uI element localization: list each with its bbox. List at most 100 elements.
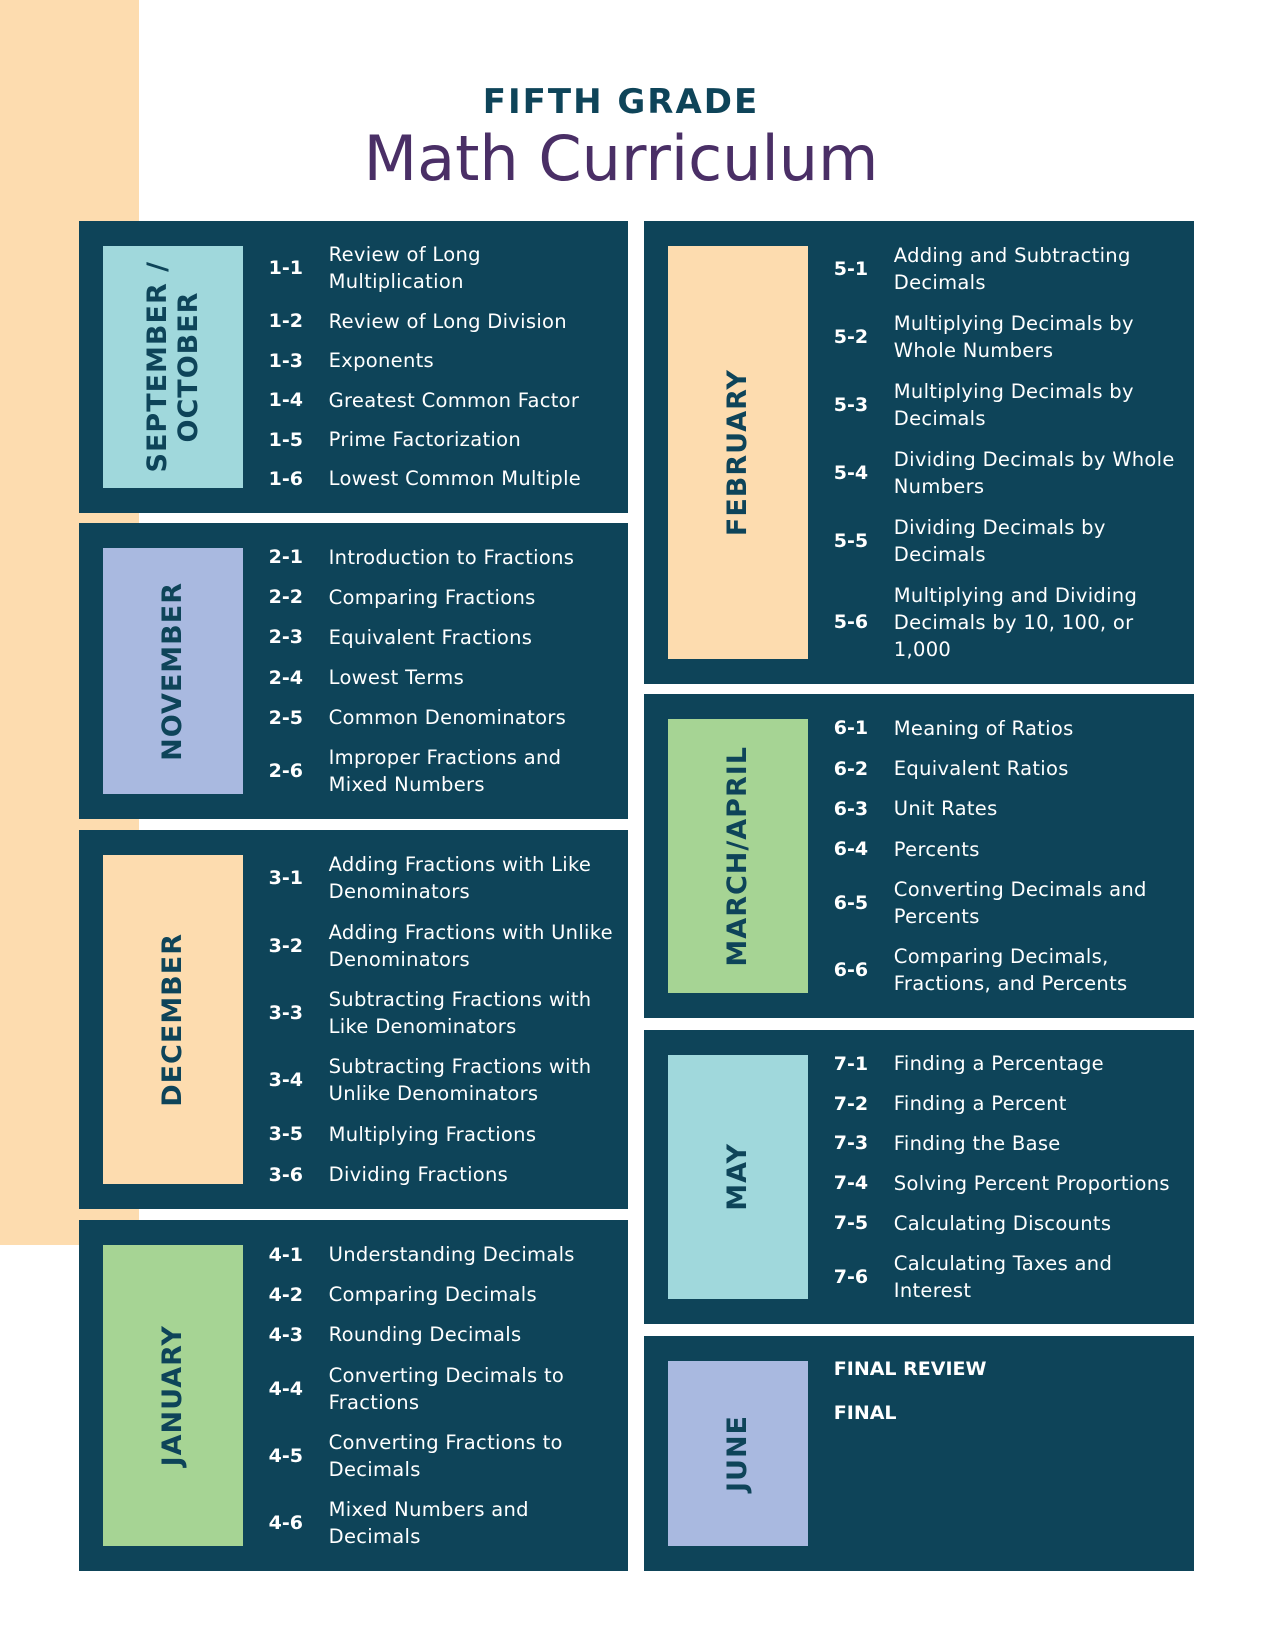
lesson-title: Review of Long Multiplication (328, 243, 481, 294)
lesson-row: 2-1 Introduction to Fractions (269, 544, 616, 571)
lesson-title: Adding Fractions with Unlike Denominator… (328, 920, 613, 971)
lesson-number: 7-6 (833, 1265, 869, 1288)
lesson-title: Exponents (328, 349, 435, 373)
lesson-title: Common Denominators (328, 706, 567, 730)
lesson-number: 2-1 (268, 546, 303, 569)
month-box: JUNE (667, 1360, 808, 1546)
lesson-row: 7-4 Solving Percent Proportions (834, 1170, 1182, 1197)
month-box: NOVEMBER (102, 548, 243, 794)
lesson-row: 3-5 Multiplying Fractions (269, 1121, 616, 1148)
lesson-row: 4-5 Converting Fractions to Decimals (269, 1429, 616, 1483)
lesson-number: 1-3 (268, 349, 303, 372)
lesson-number: 5-1 (833, 258, 869, 281)
lesson-title: Multiplying Decimals by Decimals (893, 379, 1134, 430)
final-item: FINAL (833, 1401, 897, 1424)
lesson-number: 5-3 (833, 393, 869, 416)
lesson-number: 5-2 (833, 326, 869, 349)
lesson-number: 4-4 (268, 1377, 303, 1400)
lesson-row: 3-3 Subtracting Fractions with Like Denom… (269, 986, 616, 1040)
lesson-number: 3-5 (268, 1123, 303, 1146)
lesson-number: 3-1 (268, 867, 303, 890)
month-label: JANUARY (157, 1324, 189, 1467)
lesson-row: 2-3 Equivalent Fractions (269, 624, 616, 651)
lesson-number: 1-2 (268, 310, 303, 333)
month-label: MAY (722, 1143, 754, 1211)
month-panel: FEBRUARY 5-1 Adding and Subtracting Decima… (643, 221, 1195, 684)
lesson-row: 4-1 Understanding Decimals (269, 1241, 616, 1268)
lesson-row: 4-4 Converting Decimals to Fractions (269, 1362, 616, 1416)
month-label: NOVEMBER (157, 581, 189, 761)
month-label: JUNE (722, 1414, 754, 1492)
month-box: JANUARY (102, 1245, 243, 1546)
lesson-number: 5-5 (833, 529, 869, 552)
lesson-number: 3-3 (268, 1001, 303, 1024)
lesson-row: 2-2 Comparing Fractions (269, 584, 616, 611)
lesson-row: 2-6 Improper Fractions and Mixed Numbers (269, 744, 616, 798)
lesson-number: 3-4 (268, 1069, 303, 1092)
lesson-number: 5-6 (833, 611, 869, 634)
lesson-number: 7-1 (833, 1052, 869, 1075)
lesson-title: Greatest Common Factor (328, 388, 580, 412)
lesson-row: 2-4 Lowest Terms (269, 664, 616, 691)
lesson-title: Converting Decimals and Percents (893, 878, 1147, 929)
lesson-row: 1-1 Review of Long Multiplication (269, 241, 616, 295)
lesson-number: 4-3 (268, 1323, 303, 1346)
lesson-number: 2-5 (268, 706, 303, 729)
lesson-row: 5-4 Dividing Decimals by Whole Numbers (834, 446, 1182, 500)
month-label: MARCH/APRIL (722, 745, 754, 967)
lesson-number: 5-4 (833, 461, 869, 484)
lesson-row: 6-4 Percents (834, 836, 1182, 863)
month-box: MARCH/APRIL (667, 719, 808, 994)
lesson-row: 1-6 Lowest Common Multiple (269, 465, 616, 492)
lesson-row: 5-6 Multiplying and Dividing Decimals by … (834, 582, 1182, 663)
lesson-row: 2-5 Common Denominators (269, 704, 616, 731)
lesson-list: 3-1 Adding Fractions with Like Denominato… (269, 844, 616, 1195)
lesson-title: Mixed Numbers and Decimals (328, 1498, 529, 1548)
month-label: SEPTEMBER / OCTOBER (141, 261, 204, 473)
lesson-row: 3-1 Adding Fractions with Like Denominato… (269, 851, 616, 905)
lesson-title: Review of Long Division (328, 309, 567, 333)
lesson-list: 5-1 Adding and Subtracting Decimals 5-2 Mul… (834, 235, 1182, 669)
lesson-title: Equivalent Ratios (893, 757, 1069, 781)
lesson-number: 7-4 (833, 1172, 869, 1195)
lesson-title: Prime Factorization (328, 428, 522, 452)
lesson-list: 4-1 Understanding Decimals 4-2 Comparing De… (269, 1234, 616, 1556)
lesson-title: Dividing Fractions (328, 1163, 509, 1187)
lesson-number: 6-2 (833, 757, 869, 780)
lesson-title: Calculating Discounts (893, 1211, 1112, 1235)
lesson-list: 2-1 Introduction to Fractions 2-2 Comparing… (269, 537, 616, 805)
lesson-row: 7-6 Calculating Taxes and Interest (834, 1250, 1182, 1304)
month-box: SEPTEMBER / OCTOBER (102, 246, 243, 488)
lesson-list: 1-1 Review of Long Multiplication 1-2 Revie… (269, 235, 616, 498)
lesson-title: Comparing Decimals (328, 1283, 537, 1307)
lesson-number: 2-6 (268, 760, 303, 783)
month-box: DECEMBER (102, 855, 243, 1184)
month-panel: JANUARY 4-1 Understanding Decimals 4-2 Compa… (78, 1220, 629, 1571)
month-label: FEBRUARY (722, 368, 754, 536)
lesson-row: 1-4 Greatest Common Factor (269, 387, 616, 414)
month-label: DECEMBER (157, 932, 189, 1107)
lesson-title: Finding a Percent (893, 1092, 1067, 1116)
lesson-number: 7-2 (833, 1092, 869, 1115)
lesson-number: 3-6 (268, 1163, 303, 1186)
lesson-row: 6-2 Equivalent Ratios (834, 755, 1182, 782)
lesson-list: 7-1 Finding a Percentage 7-2 Finding a Perc… (834, 1044, 1182, 1311)
lesson-number: 4-2 (268, 1283, 303, 1306)
lesson-list: 6-1 Meaning of Ratios 6-2 Equivalent Ratios… (834, 708, 1182, 1004)
lesson-title: Comparing Decimals, Fractions, and Perce… (893, 945, 1128, 996)
month-panel: SEPTEMBER / OCTOBER 1-1 Review of Long Mul… (78, 221, 629, 513)
lesson-row: 6-3 Unit Rates (834, 795, 1182, 822)
lesson-row: 7-1 Finding a Percentage (834, 1050, 1182, 1077)
lesson-row: 4-6 Mixed Numbers and Decimals (269, 1496, 616, 1550)
lesson-number: 7-3 (833, 1132, 869, 1155)
lesson-number: 6-5 (833, 892, 869, 915)
lesson-number: 4-1 (268, 1243, 303, 1266)
lesson-row: 6-5 Converting Decimals and Percents (834, 876, 1182, 930)
lesson-title: Calculating Taxes and Interest (893, 1251, 1113, 1302)
lesson-title: Lowest Terms (328, 666, 465, 690)
lesson-title: Finding a Percentage (893, 1052, 1104, 1076)
lesson-row: 3-2 Adding Fractions with Unlike Denomina… (269, 919, 616, 973)
lesson-title: Introduction to Fractions (328, 545, 575, 569)
lesson-title: Improper Fractions and Mixed Numbers (328, 746, 562, 797)
